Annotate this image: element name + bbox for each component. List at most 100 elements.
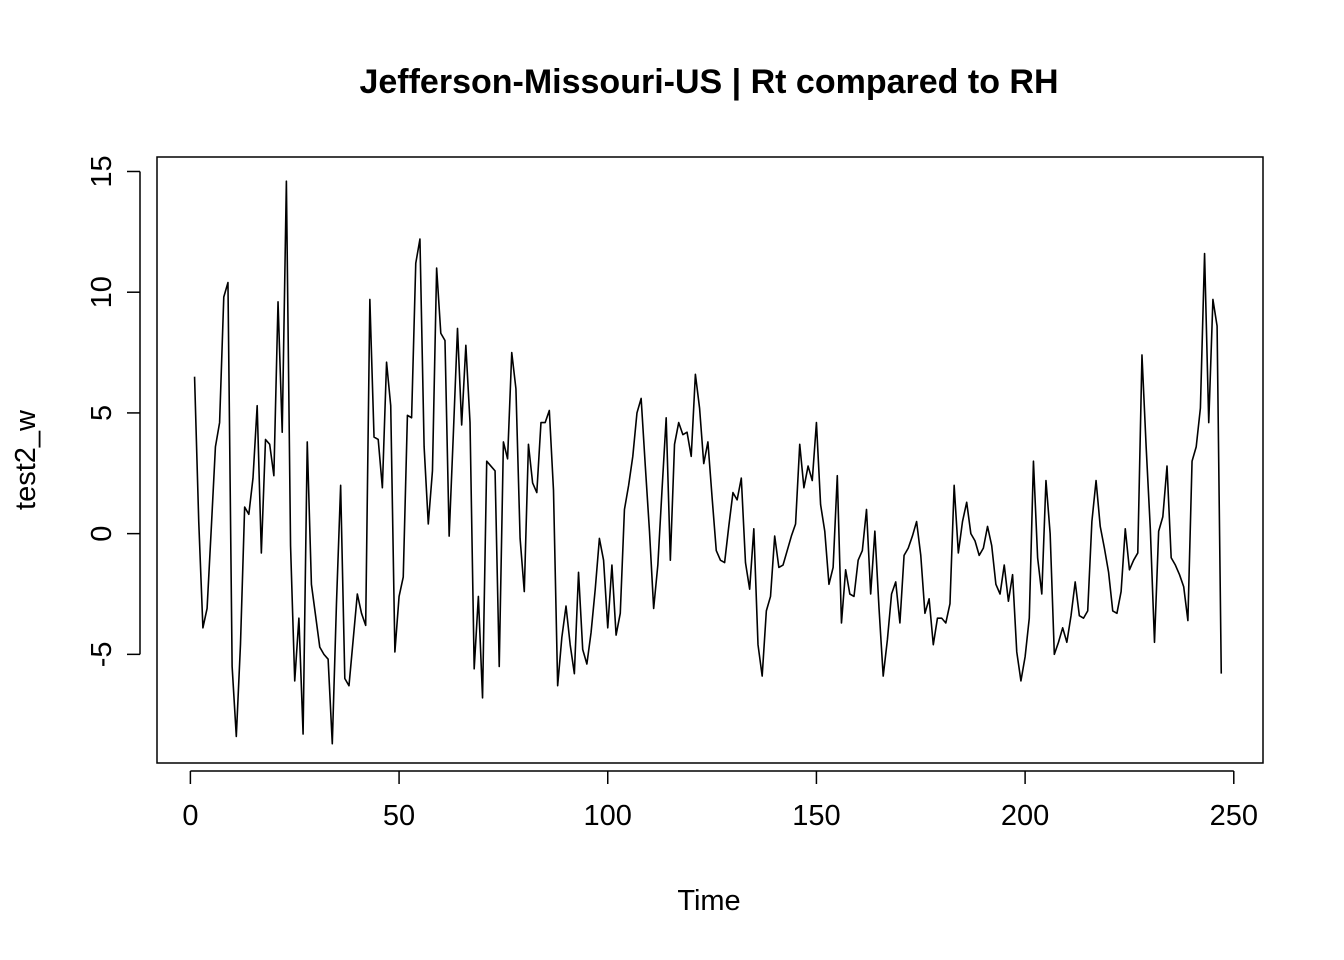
data-point [582,649,584,651]
data-point [1062,627,1064,629]
data-point [519,538,521,540]
data-point [427,523,429,525]
data-point [1208,422,1210,424]
data-point [1074,581,1076,583]
data-point [645,465,647,467]
data-point [757,644,759,646]
data-point [244,506,246,508]
data-point [1016,651,1018,653]
y-tick-label: -5 [86,641,118,667]
data-point [753,528,755,530]
data-point [682,434,684,436]
data-point [402,576,404,578]
chart-title: Jefferson-Missouri-US | Rt compared to R… [359,63,1058,101]
data-point [306,441,308,443]
data-point [553,489,555,491]
data-point [978,555,980,557]
data-point [941,617,943,619]
data-point [453,434,455,436]
data-point [945,622,947,624]
data-point [369,299,371,301]
data-point [1129,569,1131,571]
data-point [478,596,480,598]
data-point [690,456,692,458]
x-tick-label: 100 [584,800,632,832]
data-point [640,398,642,400]
data-point [327,658,329,660]
data-point [1058,641,1060,643]
data-point [674,444,676,446]
data-point [657,564,659,566]
data-point [248,514,250,516]
data-point [849,593,851,595]
data-point [323,654,325,656]
data-point [590,632,592,634]
data-point [707,441,709,443]
data-point [1220,673,1222,675]
data-point [899,622,901,624]
data-point [795,523,797,525]
data-point [703,463,705,465]
data-point [319,646,321,648]
y-tick-label: 5 [86,405,118,421]
data-point [615,634,617,636]
y-tick-label: 0 [86,526,118,542]
data-point [778,567,780,569]
data-point [1162,516,1164,518]
data-point [202,627,204,629]
data-point [423,446,425,448]
data-point [1166,465,1168,467]
data-point [1150,528,1152,530]
data-point [649,530,651,532]
data-point [419,238,421,240]
data-point [352,639,354,641]
x-axis: 0 50 100 150 200 250 [182,770,1258,832]
data-point [315,615,317,617]
data-point [632,456,634,458]
data-point [469,422,471,424]
data-point [448,535,450,537]
data-point [603,559,605,561]
data-point [958,552,960,554]
data-point [928,598,930,600]
data-point [1099,526,1101,528]
data-point [916,521,918,523]
data-point [373,436,375,438]
data-point [265,439,267,441]
data-point [1066,641,1068,643]
data-point [465,345,467,347]
data-point [686,431,688,433]
data-point [970,533,972,535]
data-point [1054,654,1056,656]
data-point [398,596,400,598]
data-point [440,332,442,334]
data-point [866,509,868,511]
data-point [799,444,801,446]
data-point [1187,620,1189,622]
data-point [407,415,409,417]
data-point [461,424,463,426]
data-point [770,596,772,598]
series-layer [193,180,1223,745]
data-point [561,637,563,639]
data-point [227,282,229,284]
data-point [824,530,826,532]
data-point [882,675,884,677]
data-point [1028,617,1030,619]
data-point [194,376,196,378]
data-point [215,446,217,448]
x-tick-label: 250 [1210,800,1258,832]
data-point [853,596,855,598]
data-point [991,545,993,547]
data-point [1179,574,1181,576]
data-point [1195,446,1197,448]
plot-frame [156,156,1264,764]
data-point [828,584,830,586]
data-point [1045,480,1047,482]
data-point [599,538,601,540]
data-point [223,296,225,298]
data-point [311,584,313,586]
data-point [1141,354,1143,356]
data-point [870,593,872,595]
